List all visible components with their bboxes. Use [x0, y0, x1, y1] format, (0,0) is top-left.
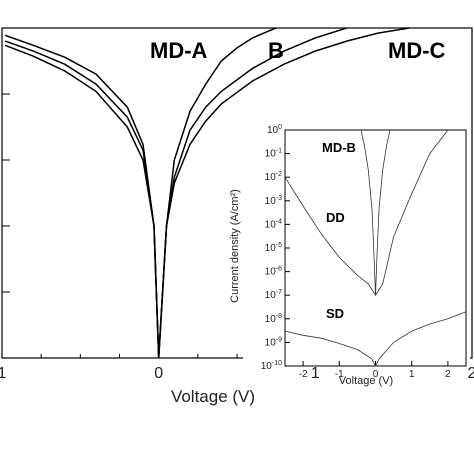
- inset-y-tick-label: 10-2: [265, 171, 282, 183]
- main-x-tick-label: 1: [0, 365, 7, 382]
- inset-y-tick-label: 10-3: [265, 195, 282, 207]
- inset-y-tick-label: 10-1: [265, 148, 282, 160]
- inset-x-tick-label: -2: [299, 369, 308, 380]
- inset-x-tick-labels: -2 -1 0 1 2: [299, 369, 451, 380]
- inset-x-axis-title: Voltage (V): [339, 375, 393, 387]
- inset-y-tick-label: 10-10: [261, 360, 282, 372]
- main-x-tick-label: 2: [468, 365, 474, 382]
- main-series-md-c: [4, 27, 410, 359]
- inset-y-tick-label: 100: [267, 124, 282, 136]
- inset-x-tick-label: 0: [373, 369, 379, 380]
- inset-label-sd: SD: [326, 306, 344, 321]
- main-x-tick-label: 1: [311, 365, 320, 382]
- main-curves: [4, 27, 410, 359]
- curve-label-md-a: MD-A: [150, 38, 208, 63]
- inset-y-tick-label: 10-4: [265, 218, 282, 230]
- main-x-tick-label: 0: [154, 365, 163, 382]
- inset-plot-frame: [284, 129, 467, 367]
- inset-y-tick-label: 10-9: [265, 336, 282, 348]
- curve-label-b: B: [268, 38, 284, 63]
- inset-label-dd: DD: [326, 210, 345, 225]
- inset-label-md-b: MD-B: [322, 140, 356, 155]
- main-x-tick-labels: 1 0 1 2: [0, 365, 474, 382]
- inset-ticks: [285, 129, 449, 367]
- inset-curves: [284, 129, 467, 367]
- inset-y-tick-labels: 100 10-1 10-2 10-3 10-4 10-5 10-6 10-7 10-8 10-9 1…: [261, 124, 282, 372]
- inset-series-dd: [284, 129, 449, 296]
- inset-series-sd: [284, 311, 467, 367]
- inset-x-tick-label: 1: [409, 369, 415, 380]
- inset-y-tick-label: 10-6: [265, 266, 282, 278]
- inset-x-tick-label: -1: [335, 369, 344, 380]
- main-x-axis-title: Voltage (V): [171, 387, 255, 406]
- inset-y-tick-label: 10-7: [265, 289, 282, 301]
- inset-y-tick-label: 10-5: [265, 242, 282, 254]
- inset-y-axis-title: Current density (A/cm²): [229, 189, 241, 303]
- inset-x-tick-label: 2: [445, 369, 451, 380]
- inset-y-tick-label: 10-8: [265, 313, 282, 325]
- curve-label-md-c: MD-C: [388, 38, 446, 63]
